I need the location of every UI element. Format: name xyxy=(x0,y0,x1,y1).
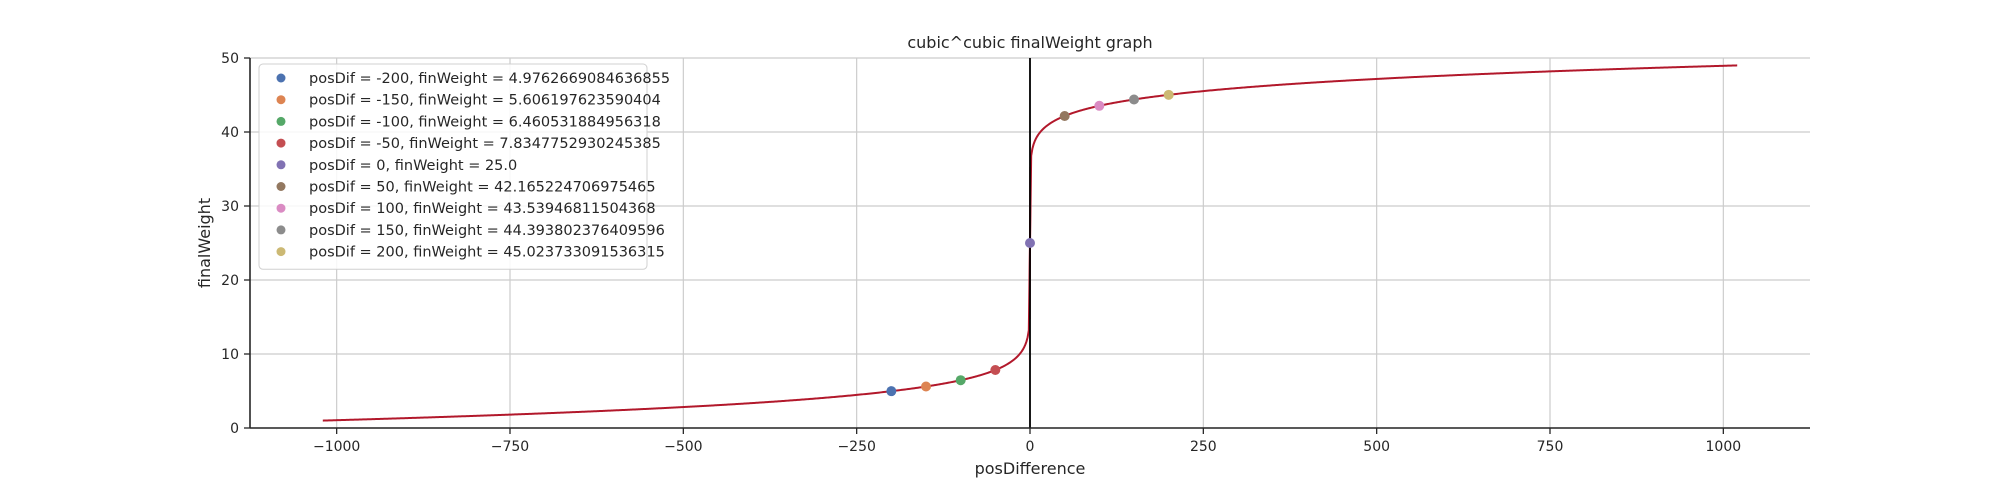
legend-box xyxy=(258,63,648,270)
legend-entry-8: posDif = 200, finWeight = 45.02373309153… xyxy=(309,245,665,261)
data-point-0 xyxy=(886,386,897,397)
y-tick-label: 40 xyxy=(221,125,239,141)
legend-entry-6: posDif = 100, finWeight = 43.53946811504… xyxy=(309,201,656,217)
y-tick-label: 50 xyxy=(221,51,239,67)
legend: posDif = -200, finWeight = 4.97626690846… xyxy=(258,63,670,270)
legend-marker-2 xyxy=(276,116,286,126)
data-point-1 xyxy=(921,381,931,392)
x-tick-label: −500 xyxy=(664,439,702,455)
legend-entry-3: posDif = -50, finWeight = 7.834775293024… xyxy=(309,136,661,152)
x-tick-label: −750 xyxy=(491,439,529,455)
y-tick-label: 10 xyxy=(221,347,239,363)
data-point-7 xyxy=(1129,94,1139,105)
y-tick-label: 20 xyxy=(221,273,239,289)
x-tick-label: −250 xyxy=(837,439,875,455)
legend-marker-3 xyxy=(276,138,286,148)
data-point-4 xyxy=(1025,238,1035,248)
legend-marker-4 xyxy=(276,160,286,170)
chart-title: cubic^cubic finalWeight graph xyxy=(907,33,1152,52)
legend-marker-6 xyxy=(276,203,286,213)
points-layer xyxy=(886,89,1174,397)
data-point-5 xyxy=(1059,110,1070,121)
y-tick-label: 0 xyxy=(230,421,239,437)
x-tick-label: −1000 xyxy=(313,439,360,455)
legend-marker-0 xyxy=(276,73,286,83)
x-axis-label: posDifference xyxy=(975,459,1086,478)
legend-entry-7: posDif = 150, finWeight = 44.39380237640… xyxy=(309,223,665,239)
x-tick-label: 1000 xyxy=(1706,439,1742,455)
legend-marker-7 xyxy=(276,225,286,235)
legend-entry-5: posDif = 50, finWeight = 42.165224706975… xyxy=(309,180,656,196)
legend-entry-1: posDif = -150, finWeight = 5.60619762359… xyxy=(309,93,661,109)
legend-marker-5 xyxy=(276,182,286,191)
x-tick-label: 500 xyxy=(1363,439,1390,455)
data-point-8 xyxy=(1163,89,1174,100)
y-tick-label: 30 xyxy=(221,199,239,215)
x-tick-label: 250 xyxy=(1190,439,1217,455)
x-tick-label: 750 xyxy=(1537,439,1564,455)
data-point-3 xyxy=(990,365,1001,376)
data-point-6 xyxy=(1094,100,1105,111)
y-axis-label: finalWeight xyxy=(195,198,214,288)
legend-marker-1 xyxy=(276,95,286,105)
legend-marker-8 xyxy=(276,247,286,257)
legend-entry-0: posDif = -200, finWeight = 4.97626690846… xyxy=(309,71,670,87)
legend-entry-2: posDif = -100, finWeight = 6.46053188495… xyxy=(309,114,661,130)
data-point-2 xyxy=(955,375,966,386)
x-tick-label: 0 xyxy=(1026,439,1035,455)
legend-entry-4: posDif = 0, finWeight = 25.0 xyxy=(309,158,517,174)
ticks: −1000 −750 −500 −250 0 250 500 750 1000 0 10 20 30 40… xyxy=(221,51,1741,455)
